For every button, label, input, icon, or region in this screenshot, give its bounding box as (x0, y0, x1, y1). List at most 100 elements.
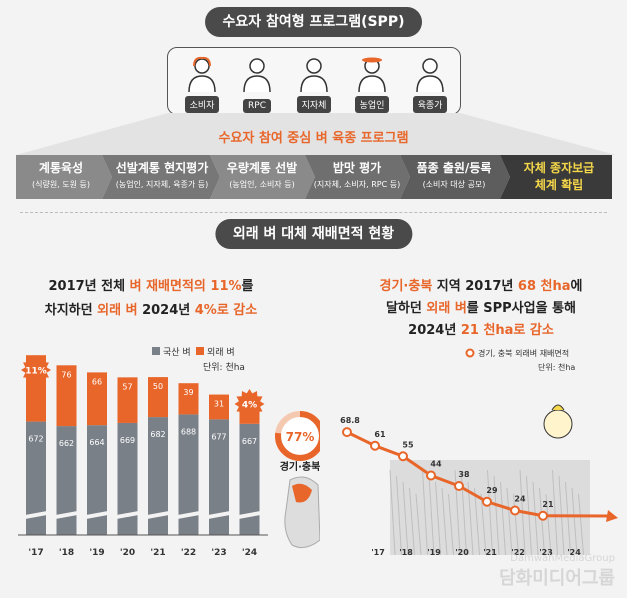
legend-swatch-foreign (196, 347, 204, 355)
rice-stalk (467, 481, 474, 556)
line-x-tick: '24 (567, 548, 581, 557)
line-x-tick: '23 (539, 548, 553, 557)
line-data-label: 55 (402, 440, 414, 449)
line-x-tick: '17 (371, 548, 385, 557)
step-3: 우량계통 선발 (농업인, 소비자 등) (214, 155, 310, 199)
step-4: 밥맛 평가 (지자체, 소비자, RPC 등) (309, 155, 405, 199)
right-headline-line1: 경기·충북 지역 2017년 68 천ha에 (379, 279, 583, 294)
bar-foreign (148, 377, 168, 418)
line-x-tick: '19 (427, 548, 441, 557)
step-6-title2: 체계 확립 (534, 178, 584, 192)
axis-break (116, 511, 139, 519)
line-data-label: 38 (458, 470, 470, 479)
bar-domestic (87, 425, 107, 535)
step-6-title: 자체 종자보급 (523, 161, 595, 175)
line-unit: 단위: 천ha (538, 362, 575, 372)
axis-break (177, 511, 200, 519)
bar-x-tick: '19 (89, 548, 104, 558)
badge-2024-label: 4% (242, 401, 257, 411)
line-x-tick: '18 (399, 548, 413, 557)
line-data-label: 29 (486, 486, 498, 495)
section-title-foreign-rice: 외래 벼 대체 재배면적 현황 (214, 219, 413, 249)
rice-stalk (402, 481, 409, 556)
right-headline-line2: 달하던 외래 벼를 SPP사업을 통해 (385, 301, 577, 316)
right-headline-line3: 2024년 21 천ha로 감소 (408, 323, 554, 338)
line-data-label: 61 (374, 430, 386, 439)
rice-stalk (396, 475, 402, 556)
step-3-sub: (농업인, 소비자 등) (229, 180, 295, 189)
donut-bg (275, 411, 320, 461)
korea-map-icon (284, 476, 320, 549)
watermark-en: DamwahMediaGroup (510, 553, 615, 564)
participant-label: 지자체 (296, 96, 332, 113)
rice-stalk (428, 475, 435, 556)
line-point (398, 451, 408, 462)
participant-label: 소비자 (184, 96, 220, 113)
bar-value-foreign: 57 (122, 382, 132, 391)
bar-value-domestic: 667 (242, 437, 257, 446)
line-legend: 경기, 충북 외래벼 재배면적 (478, 348, 569, 358)
rice-stalk (552, 469, 558, 556)
line-point (370, 440, 380, 451)
step-1-sub: (식량원, 도원 등) (31, 180, 91, 189)
rice-stalk (409, 487, 415, 556)
participant-label: 농업인 (354, 96, 390, 113)
rice-stalk (422, 469, 428, 556)
step-3-title: 우량계통 선발 (226, 161, 298, 175)
legend-marker (465, 348, 475, 358)
bar-domestic (239, 423, 260, 535)
arrow-head-icon (606, 510, 618, 522)
left-headline-line1: 2017년 전체 벼 재배면적의 11%를 (48, 279, 254, 294)
bar-value-foreign: 39 (183, 388, 193, 397)
bar-x-tick: '21 (150, 548, 165, 558)
mascot-icon (543, 409, 573, 439)
badge-2024 (234, 389, 265, 419)
badge-2017 (21, 355, 51, 385)
donut-label: 77% (286, 430, 315, 444)
bar-foreign (117, 377, 138, 423)
step-1: 계통육성 (식량원, 도원 등) (16, 155, 106, 199)
line-point (538, 510, 548, 521)
mascot-leaf (551, 404, 565, 411)
rice-stalk (513, 493, 519, 556)
rice-stalk (526, 475, 532, 556)
rice-stalk (474, 487, 480, 556)
legend-domestic: 국산 벼 (163, 346, 191, 358)
rice-stalk (389, 469, 396, 556)
highlight-region (292, 483, 312, 503)
rice-stalk (493, 475, 500, 556)
rice-stalk (500, 481, 506, 556)
step-4-title: 밥맛 평가 (332, 161, 382, 175)
axis-break (25, 511, 47, 519)
bar-x-tick: '23 (211, 548, 226, 558)
line-x-tick: '20 (455, 548, 469, 557)
donut-region: 경기·충북 (280, 460, 320, 473)
funnel-band (16, 113, 616, 155)
legend-foreign: 외래 벼 (207, 346, 235, 358)
bar-x-tick: '24 (242, 548, 257, 558)
watermark-ko: 담화미디어그룹 (499, 568, 615, 589)
line-point (482, 496, 492, 507)
axis-break (147, 511, 169, 519)
bar-foreign (209, 394, 229, 420)
bar-value-foreign: 76 (61, 370, 71, 379)
participant-0: 소비자 (175, 55, 229, 117)
process-arrow-bar (16, 155, 612, 199)
rice-stalk (506, 487, 513, 556)
section-title-spp: 수요자 참여형 프로그램(SPP) (204, 7, 423, 37)
line-point (342, 427, 352, 438)
step-2-title: 선발계통 현지평가 (115, 161, 209, 175)
bar-x-tick: '22 (181, 548, 196, 558)
axis-break (86, 511, 108, 519)
step-2: 선발계통 현지평가 (농업인, 지자체, 육종가 등) (108, 155, 216, 199)
step-5-sub: (소비자 대상 공모) (422, 180, 486, 189)
rice-stalk (578, 493, 584, 556)
bar-x-tick: '17 (28, 548, 43, 558)
step-6: 자체 종자보급 체계 확립 (506, 155, 612, 199)
donut-value-arc (275, 411, 320, 461)
participant-1: RPC (230, 55, 284, 117)
bar-foreign (87, 372, 107, 426)
rice-stalk (435, 481, 441, 556)
legend-swatch-domestic (152, 347, 160, 355)
step-1-title: 계통육성 (38, 161, 84, 175)
